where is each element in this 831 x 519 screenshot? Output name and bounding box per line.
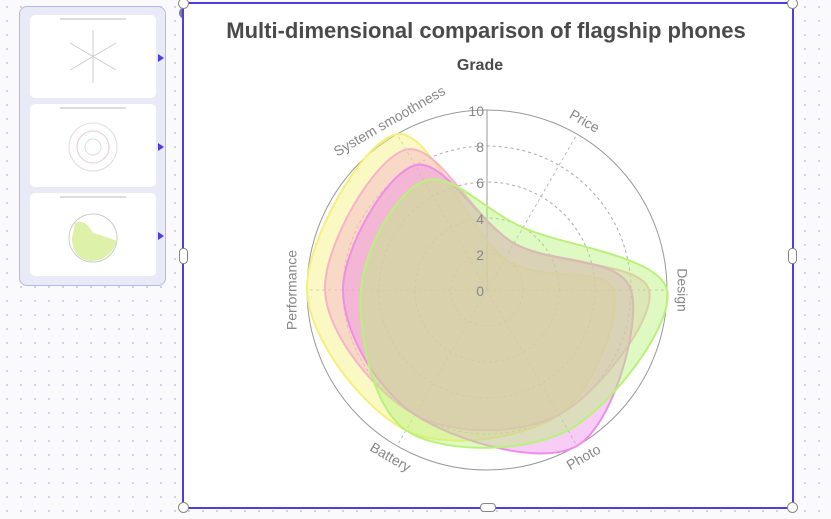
radial-tick-label: 4 <box>476 211 484 227</box>
resize-handle-bottom-right[interactable] <box>787 502 798 513</box>
axis-label: Battery <box>367 439 413 475</box>
radial-tick-label: 0 <box>476 283 484 299</box>
thumbnail-arrow-icon[interactable] <box>158 232 164 240</box>
thumbnail-arrow-icon[interactable] <box>158 143 164 151</box>
axis-line <box>396 133 488 291</box>
radial-tick-label: 8 <box>476 139 484 155</box>
axis-line <box>396 289 488 447</box>
series-area-s3 <box>341 163 635 455</box>
style-thumbnail-lines[interactable] <box>30 15 156 98</box>
style-thumbnail-rings[interactable] <box>30 104 156 187</box>
resize-handle-top-right[interactable] <box>787 0 798 9</box>
chart-title: Multi-dimensional comparison of flagship… <box>226 18 745 43</box>
axis-label: Performance <box>284 250 300 330</box>
chart-style-panel: × <box>19 6 191 286</box>
series-area-s4 <box>359 178 669 449</box>
chart-subtitle: Grade <box>457 57 503 74</box>
radial-tick-label: 2 <box>476 247 484 263</box>
resize-handle-left[interactable] <box>179 248 188 264</box>
chart-canvas[interactable]: Multi-dimensional comparison of flagship… <box>182 2 794 509</box>
thumbnail-radar-lines <box>60 18 126 83</box>
axis-label: Design <box>674 268 690 312</box>
resize-handle-top-left[interactable] <box>178 0 189 9</box>
radar-chart: Multi-dimensional comparison of flagship… <box>226 18 745 475</box>
resize-handle-right[interactable] <box>788 248 797 264</box>
resize-handle-bottom[interactable] <box>480 503 496 512</box>
axis-line <box>486 133 578 291</box>
thumbnail-arrow-icon[interactable] <box>158 54 164 62</box>
axis-line <box>486 289 578 447</box>
radial-tick-label: 6 <box>476 175 484 191</box>
style-thumbnail-filled[interactable] <box>30 193 156 276</box>
thumbnail-radar-filled <box>60 196 126 263</box>
thumbnail-radar-rings <box>60 107 126 172</box>
resize-handle-bottom-left[interactable] <box>178 502 189 513</box>
radial-tick-label: 10 <box>468 103 484 119</box>
